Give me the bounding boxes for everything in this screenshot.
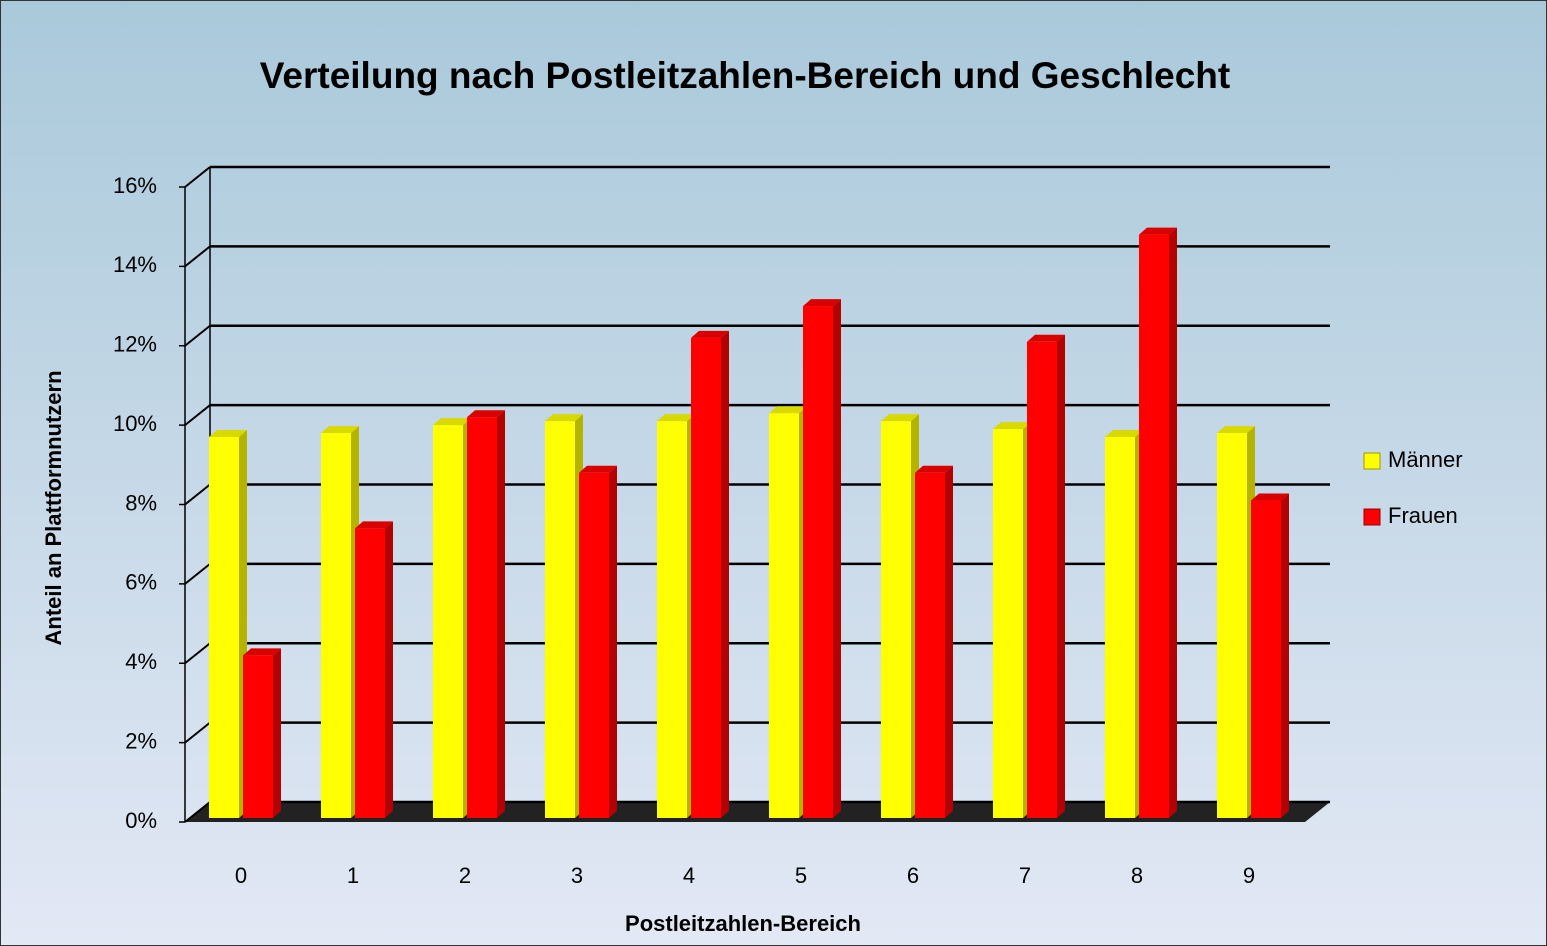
bar — [993, 429, 1023, 818]
y-tick-label: 8% — [125, 490, 157, 515]
bar — [1105, 437, 1135, 818]
y-tick-label: 10% — [113, 411, 157, 436]
bar-side — [273, 648, 281, 818]
bar-side — [609, 465, 617, 818]
legend-swatch — [1363, 508, 1381, 526]
bar — [915, 472, 945, 818]
grid-line — [184, 642, 211, 665]
bar-top — [433, 418, 471, 426]
bar-side — [833, 299, 841, 818]
y-tick-label: 4% — [125, 649, 157, 674]
bar-side — [497, 410, 505, 818]
x-tick-label: 4 — [683, 863, 695, 888]
grid-line — [184, 324, 211, 347]
bar-top — [993, 422, 1031, 430]
grid-line — [184, 245, 211, 268]
bar-side — [385, 521, 393, 818]
bar-top — [321, 426, 359, 434]
x-tick-label: 9 — [1243, 863, 1255, 888]
bar-top — [545, 414, 583, 422]
bar — [1139, 234, 1169, 818]
x-tick-label: 5 — [795, 863, 807, 888]
bar-top — [355, 521, 393, 529]
legend-label: Männer — [1388, 447, 1463, 472]
bar-side — [1281, 493, 1289, 818]
grid-line — [184, 166, 211, 188]
bar-top — [769, 406, 807, 414]
bar — [321, 433, 351, 818]
bar — [243, 655, 273, 818]
y-tick-label: 14% — [113, 252, 157, 277]
x-tick-label: 0 — [235, 863, 247, 888]
x-tick-label: 3 — [571, 863, 583, 888]
y-tick-label: 2% — [125, 728, 157, 753]
grid-line — [184, 563, 211, 585]
x-axis-title: Postleitzahlen-Bereich — [625, 911, 861, 936]
bar — [467, 417, 497, 818]
bar — [691, 337, 721, 818]
bar — [803, 306, 833, 818]
bar-top — [467, 410, 505, 418]
legend-label: Frauen — [1388, 503, 1458, 528]
bar — [1217, 433, 1247, 818]
bar-top — [657, 414, 695, 422]
y-tick-label: 12% — [113, 332, 157, 357]
bar-top — [915, 465, 953, 473]
bar-top — [803, 299, 841, 307]
bar — [545, 421, 575, 818]
bar-side — [945, 465, 953, 818]
y-tick-label: 16% — [113, 173, 157, 198]
bar — [579, 472, 609, 818]
grid-line — [184, 801, 211, 823]
bar-top — [881, 414, 919, 422]
bar — [1251, 500, 1281, 818]
grid-line — [184, 721, 211, 744]
y-tick-label: 0% — [125, 808, 157, 833]
bar-top — [1027, 334, 1065, 342]
bar-side — [721, 330, 729, 818]
bar-top — [691, 330, 729, 338]
bar-side — [1169, 227, 1177, 818]
chart-title: Verteilung nach Postleitzahlen-Bereich u… — [260, 55, 1230, 96]
legend-swatch — [1363, 452, 1381, 470]
grid-line — [184, 404, 211, 426]
bar — [1027, 341, 1057, 818]
bar-top — [209, 430, 247, 438]
y-tick-label: 6% — [125, 570, 157, 595]
bar — [355, 528, 385, 818]
bar — [209, 437, 239, 818]
y-axis-title: Anteil an Plattformnutzern — [41, 370, 66, 645]
grid-line — [184, 483, 211, 506]
x-tick-label: 7 — [1019, 863, 1031, 888]
x-tick-label: 1 — [347, 863, 359, 888]
bar-side — [1057, 334, 1065, 818]
bar-top — [1105, 430, 1143, 438]
bar — [433, 425, 463, 818]
bar — [657, 421, 687, 818]
x-tick-label: 2 — [459, 863, 471, 888]
x-tick-label: 8 — [1131, 863, 1143, 888]
bar-top — [579, 465, 617, 473]
bar — [769, 413, 799, 818]
bar — [881, 421, 911, 818]
bar-top — [1139, 227, 1177, 235]
bar-top — [243, 648, 281, 656]
bar-top — [1217, 426, 1255, 434]
bar-top — [1251, 493, 1289, 501]
x-tick-label: 6 — [907, 863, 919, 888]
